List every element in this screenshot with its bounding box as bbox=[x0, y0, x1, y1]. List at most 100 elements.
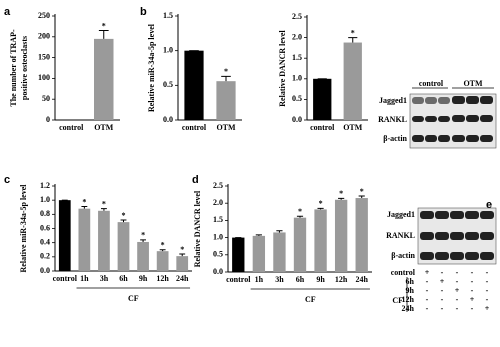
bar bbox=[313, 78, 332, 120]
treatment-mark: - bbox=[441, 304, 444, 313]
significance-mark: * bbox=[351, 28, 355, 37]
y-tick-label: 1.5 bbox=[292, 53, 302, 62]
y-tick-label: 0.6 bbox=[40, 223, 50, 232]
significance-mark: * bbox=[339, 189, 343, 198]
band bbox=[466, 115, 479, 122]
treatment-mark: - bbox=[456, 277, 459, 286]
band bbox=[480, 135, 493, 142]
significance-mark: * bbox=[161, 241, 165, 250]
y-tick-label: 0.0 bbox=[163, 115, 173, 124]
band bbox=[466, 135, 479, 142]
significance-mark: * bbox=[82, 197, 86, 206]
x-tick-label: 12h bbox=[156, 274, 169, 283]
column-label: control bbox=[419, 79, 444, 88]
group-label: CF bbox=[128, 294, 139, 303]
x-tick-label: 1h bbox=[80, 274, 89, 283]
significance-mark: * bbox=[141, 231, 145, 240]
x-tick-label: 6h bbox=[296, 275, 305, 284]
treatment-mark: - bbox=[426, 304, 429, 313]
band bbox=[452, 115, 465, 122]
band bbox=[425, 97, 437, 104]
bar bbox=[314, 209, 327, 272]
band bbox=[452, 96, 465, 104]
x-tick-label: 9h bbox=[139, 274, 148, 283]
y-axis-label: Relative DANCR level bbox=[193, 190, 202, 267]
treatment-label: CF bbox=[392, 296, 403, 305]
band bbox=[425, 135, 437, 142]
y-tick-label: 0.0 bbox=[213, 267, 223, 276]
row-label: RANKL bbox=[378, 115, 407, 124]
treatment-mark: - bbox=[426, 286, 429, 295]
band bbox=[480, 211, 494, 219]
y-axis-label: Relative miR-34a-5p level bbox=[19, 184, 28, 273]
treatment-mark: + bbox=[440, 277, 445, 286]
band bbox=[465, 211, 479, 219]
bar bbox=[273, 232, 286, 272]
y-tick-label: 250 bbox=[38, 11, 50, 20]
bar bbox=[252, 235, 266, 272]
y-axis-label: Relative DANCR level bbox=[278, 30, 287, 107]
panel-label: e bbox=[486, 199, 492, 211]
blot-b: control OTM Jagged1 RANKL β-actin bbox=[378, 79, 497, 149]
band bbox=[452, 135, 465, 142]
y-tick-label: 1.5 bbox=[163, 11, 173, 20]
y-tick-label: 2.5 bbox=[292, 12, 302, 21]
error-bar bbox=[221, 75, 231, 82]
error-bar bbox=[317, 207, 324, 210]
column-label: OTM bbox=[463, 79, 483, 88]
treatment-mark: - bbox=[441, 268, 444, 277]
error-bar bbox=[276, 230, 283, 233]
y-tick-label: 2.0 bbox=[292, 32, 302, 41]
x-tick-label: 1h bbox=[255, 275, 264, 284]
band bbox=[420, 211, 434, 219]
band bbox=[480, 232, 494, 240]
treatment-mark: - bbox=[486, 268, 489, 277]
y-tick-label: 0.0 bbox=[292, 115, 302, 124]
band bbox=[420, 252, 434, 260]
y-axis-label: Relative miR-34a-5p level bbox=[147, 23, 156, 112]
treatment-mark: - bbox=[456, 268, 459, 277]
y-tick-label: 0 bbox=[46, 115, 50, 124]
treatment-mark: - bbox=[471, 277, 474, 286]
x-tick-label: control bbox=[53, 274, 78, 283]
band bbox=[435, 252, 449, 260]
treatment-mark: - bbox=[471, 286, 474, 295]
x-tick-label: OTM bbox=[94, 123, 114, 132]
treatment-mark: - bbox=[486, 295, 489, 304]
band bbox=[450, 211, 464, 219]
significance-mark: * bbox=[102, 199, 106, 208]
band bbox=[412, 97, 424, 104]
y-tick-label: 0.2 bbox=[40, 252, 50, 261]
x-tick-label: 3h bbox=[100, 274, 109, 283]
bar bbox=[94, 38, 114, 120]
band bbox=[420, 232, 434, 240]
treatment-mark: + bbox=[470, 295, 475, 304]
y-tick-label: 1.0 bbox=[163, 45, 173, 54]
x-tick-label: 6h bbox=[119, 274, 128, 283]
x-tick-label: control bbox=[310, 123, 335, 132]
x-tick-label: 24h bbox=[355, 275, 368, 284]
error-bar bbox=[100, 208, 107, 211]
bar bbox=[156, 251, 169, 271]
row-label: Jagged1 bbox=[387, 210, 415, 219]
error-bar bbox=[120, 219, 127, 223]
significance-mark: * bbox=[319, 199, 323, 208]
y-tick-label: 50 bbox=[42, 94, 50, 103]
band bbox=[412, 135, 424, 142]
treatment-label: control bbox=[391, 268, 416, 277]
error-bar bbox=[179, 253, 186, 257]
band bbox=[435, 211, 449, 219]
treatment-mark: - bbox=[486, 286, 489, 295]
x-tick-label: 3h bbox=[275, 275, 284, 284]
significance-mark: * bbox=[224, 67, 228, 76]
x-tick-label: control bbox=[226, 275, 251, 284]
y-tick-label: 1.0 bbox=[40, 195, 50, 204]
band bbox=[465, 232, 479, 240]
error-bar bbox=[255, 234, 262, 236]
x-tick-label: 9h bbox=[316, 275, 325, 284]
y-tick-label: 2.0 bbox=[213, 198, 223, 207]
bands bbox=[412, 96, 493, 142]
treatment-mark: - bbox=[441, 295, 444, 304]
bar bbox=[232, 237, 245, 272]
